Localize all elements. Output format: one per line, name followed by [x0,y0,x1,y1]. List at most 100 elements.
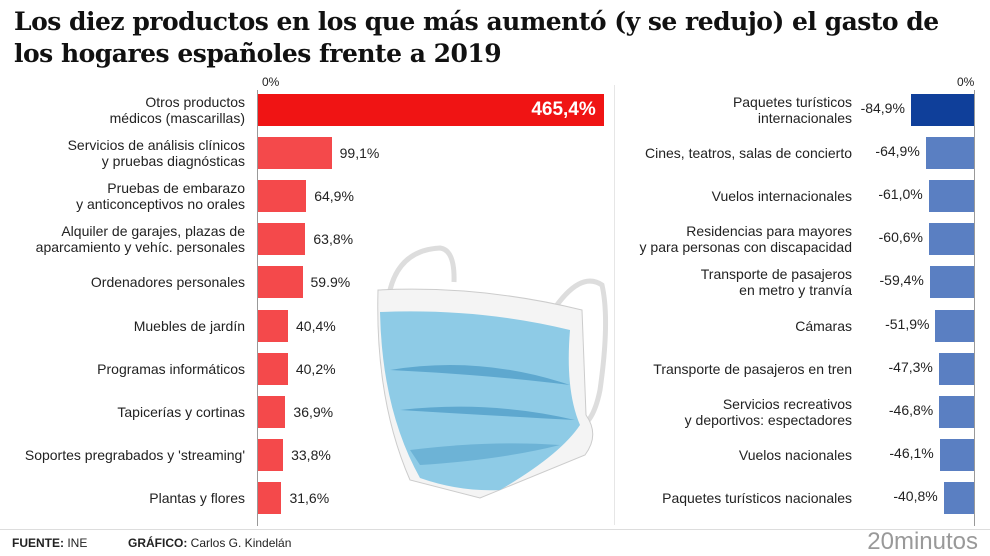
category-label: Tapicerías y cortinas [117,404,245,420]
category-label: Ordenadores personales [91,274,245,290]
label-line: médicos (mascarillas) [109,110,245,126]
value-label: 36,9% [293,403,334,420]
label-line: y para personas con discapacidad [639,239,852,256]
chart-title: Los diez productos en los que más aument… [14,7,939,68]
left-axis [257,90,258,526]
label-line: Vuelos internacionales [711,188,852,205]
value-label: 99,1% [339,145,380,162]
bar [938,352,974,385]
bar [928,223,974,256]
label-line: Pruebas de embarazo [107,180,245,197]
label-line: Residencias para mayores [686,223,852,240]
brand-logo: 20minutos [867,528,978,555]
footer-divider [0,529,990,530]
category-label: Servicios de análisis clínicos y pruebas … [68,137,245,169]
label-line: Cines, teatros, salas de concierto [645,145,852,162]
bar [258,180,307,213]
category-label: Otros productos médicos (mascarillas) [110,94,245,126]
divider [614,85,615,525]
label-line: Soportes pregrabados y 'streaming' [24,446,245,463]
credit-value: Carlos G. Kindelán [190,536,292,550]
category-label: Pruebas de embarazo y anticonceptivos no … [76,180,245,212]
category-label: Paquetes turísticos nacionales [662,490,852,506]
bar [258,137,332,170]
label-line: Muebles de jardín [133,317,245,334]
value-label: 59.9% [310,274,351,291]
label-line: Transporte de pasajeros [700,266,852,283]
value-label: 64,9% [314,188,354,205]
bar [929,266,974,299]
label-line: Programas informáticos [97,360,245,377]
label-line: aparcamiento y vehíc. personales [35,239,245,256]
value-label: -61,0% [878,186,923,203]
bar [935,309,974,342]
value-label: 40,4% [296,317,336,334]
value-label: -51,9% [885,315,930,332]
source-label: FUENTE: [12,536,64,550]
bar [258,438,284,471]
category-label: Servicios recreativos y deportivos: espec… [685,396,852,428]
bar [939,438,974,471]
category-label: Transporte de pasajeros en metro y tranví… [701,266,852,298]
bar [258,395,286,428]
left-zero-label: 0% [262,75,280,89]
bar [925,137,974,170]
category-label: Residencias para mayores y para personas … [640,223,852,255]
category-label: Cines, teatros, salas de concierto [645,145,852,161]
credit-label: GRÁFICO: [128,536,188,550]
label-line: Tapicerías y cortinas [117,403,245,420]
label-line: y anticonceptivos no orales [76,196,245,213]
bar [258,352,288,385]
face-mask-illustration [377,245,609,499]
value-label: 40,2% [295,360,336,377]
value-label: -84,9% [860,100,905,116]
label-line: Vuelos nacionales [738,446,852,463]
value-label: -59,4% [879,272,924,289]
category-label: Muebles de jardín [134,318,245,334]
value-label: -46,1% [889,444,934,461]
label-line: Transporte de pasajeros en tren [653,360,852,377]
source-value: INE [67,536,88,550]
credit: GRÁFICO: Carlos G. Kindelán [128,536,291,550]
bar [258,266,303,299]
label-line: internacionales [757,110,852,126]
value-label: -47,3% [888,358,933,375]
value-label: -40,8% [893,487,938,504]
label-line: Servicios de análisis clínicos [67,137,245,154]
label-line: Ordenadores personales [90,274,245,291]
label-line: y deportivos: espectadores [684,411,852,428]
value-label: -60,6% [878,229,923,246]
category-label: Vuelos internacionales [712,188,852,204]
value-label: 465,4% [531,99,596,120]
category-label: Vuelos nacionales [739,447,852,463]
bar [258,309,289,342]
value-label: -64,9% [875,143,920,160]
label-line: Cámaras [795,317,852,334]
value-label: 63,8% [313,231,354,248]
label-line: y pruebas diagnósticas [101,153,245,170]
bar [258,223,306,256]
source: FUENTE: INE [12,536,87,550]
right-zero-label: 0% [957,75,975,89]
label-line: en metro y tranvía [739,282,852,299]
category-label: Transporte de pasajeros en tren [653,361,852,377]
label-line: Alquiler de garajes, plazas de [61,223,245,240]
bar [910,94,974,126]
category-label: Soportes pregrabados y 'streaming' [25,447,245,463]
category-label: Cámaras [795,318,852,334]
value-label: 31,6% [289,489,330,506]
label-line: Paquetes turísticos [732,94,852,110]
bar [258,481,282,514]
label-line: Servicios recreativos [722,395,852,412]
bar [928,180,974,213]
category-label: Programas informáticos [97,361,245,377]
category-label: Plantas y flores [149,490,245,506]
label-line: Otros productos [145,94,245,110]
value-label: -46,8% [888,401,934,418]
value-label: 33,8% [291,446,331,463]
label-line: Plantas y flores [149,489,245,506]
label-line: Paquetes turísticos nacionales [662,489,852,506]
bar [943,481,974,514]
category-label: Alquiler de garajes, plazas de aparcamien… [36,223,245,255]
